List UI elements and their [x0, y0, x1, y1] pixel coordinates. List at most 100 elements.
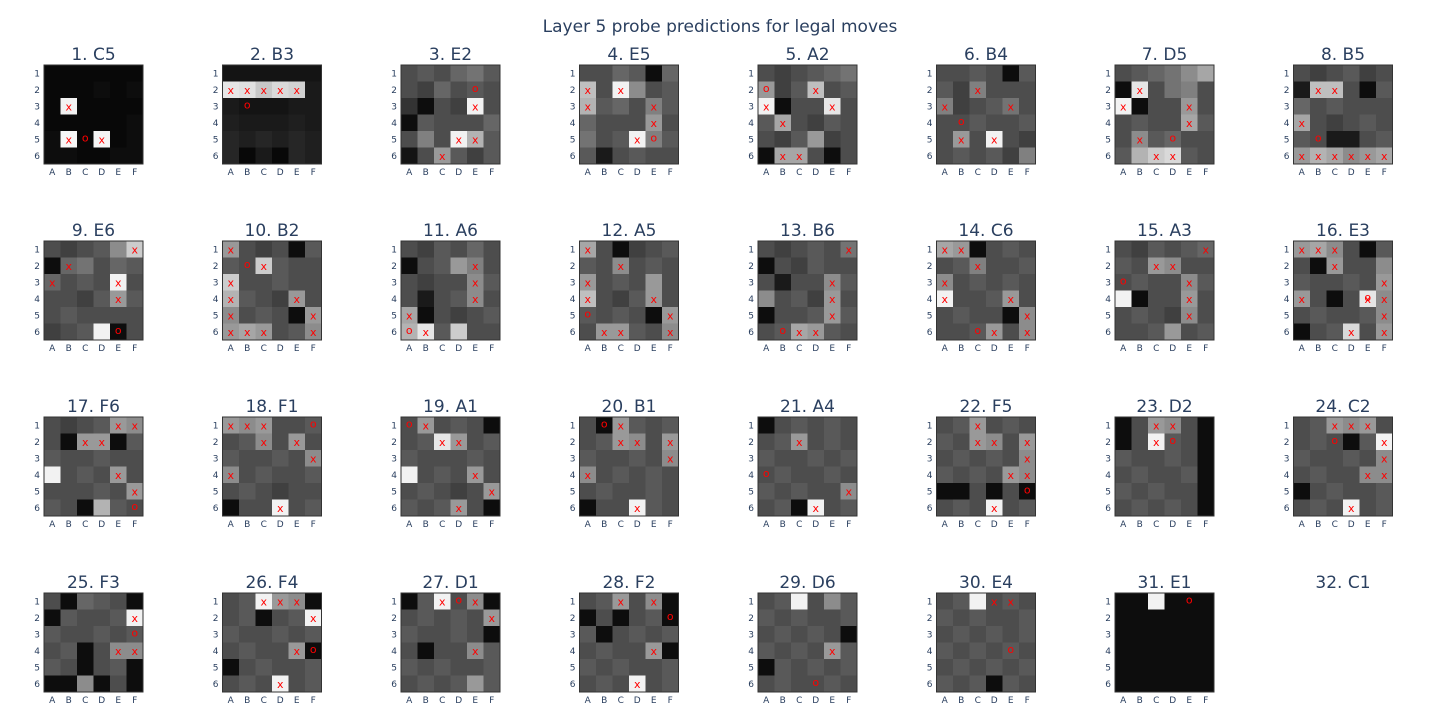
heatmap-cell — [969, 114, 986, 131]
heatmap-cell — [936, 417, 953, 434]
row-tick-label: 2 — [213, 86, 219, 96]
heatmap-cell — [1376, 483, 1393, 500]
heatmap-cell — [840, 131, 857, 148]
heatmap-cell — [272, 626, 289, 643]
col-tick-label: E — [829, 520, 835, 530]
row-tick-label: 5 — [1105, 663, 1111, 673]
heatmap-cell — [1310, 65, 1327, 82]
heatmap-cell — [807, 499, 824, 516]
legal-move-marker: x — [310, 612, 317, 625]
heatmap-cell — [807, 65, 824, 82]
heatmap-cell — [791, 466, 808, 483]
legal-move-marker: x — [1186, 276, 1193, 289]
heatmap-cell — [969, 659, 986, 676]
heatmap-cell — [60, 466, 77, 483]
row-tick-label: 1 — [570, 597, 576, 607]
heatmap-cell — [1002, 274, 1019, 291]
heatmap-cell — [1148, 609, 1165, 626]
heatmap-cell — [1197, 433, 1214, 450]
col-tick-label: B — [66, 344, 72, 354]
heatmap-cell — [1181, 593, 1198, 610]
heatmap-cell — [93, 241, 110, 258]
heatmap-cell — [936, 483, 953, 500]
legal-move-marker: x — [277, 84, 284, 97]
heatmap-cell — [255, 642, 272, 659]
heatmap-cell — [840, 81, 857, 98]
heatmap-cell — [1131, 257, 1148, 274]
heatmap-cell — [936, 323, 953, 340]
col-tick-label: B — [601, 168, 607, 178]
col-tick-label: C — [796, 696, 802, 706]
heatmap-cell — [1164, 114, 1181, 131]
heatmap-cell — [1131, 290, 1148, 307]
heatmap-cell — [1148, 593, 1165, 610]
heatmap-cell — [417, 433, 434, 450]
heatmap-cell — [483, 274, 500, 291]
legal-move-marker: x — [1153, 419, 1160, 432]
heatmap-cell — [288, 593, 305, 610]
legal-move-marker: x — [65, 260, 72, 273]
heatmap-cell — [93, 98, 110, 115]
row-tick-label: 2 — [1105, 438, 1111, 448]
heatmap-cell — [305, 114, 322, 131]
heatmap-cell — [467, 131, 484, 148]
heatmap-cell — [1181, 450, 1198, 467]
legal-move-marker: x — [779, 150, 786, 163]
heatmap-cell — [483, 290, 500, 307]
heatmap-cell — [1131, 659, 1148, 676]
row-tick-label: 5 — [1105, 135, 1111, 145]
row-tick-label: 1 — [391, 421, 397, 431]
heatmap-cell — [645, 499, 662, 516]
heatmap-cell — [1376, 450, 1393, 467]
col-tick-label: D — [1169, 344, 1176, 354]
heatmap-cell — [272, 147, 289, 164]
heatmap-cell — [417, 114, 434, 131]
heatmap-cell — [1326, 323, 1343, 340]
heatmap-cell — [239, 257, 256, 274]
heatmap-cell — [1326, 307, 1343, 324]
heatmap-cell — [1002, 307, 1019, 324]
legal-move-marker: x — [293, 645, 300, 658]
row-tick-label: 4 — [927, 471, 933, 481]
row-tick-label: 4 — [391, 119, 397, 129]
heatmap-cell — [305, 593, 322, 610]
heatmap-cell — [450, 307, 467, 324]
heatmap-cell — [612, 675, 629, 692]
played-move-marker: o — [1364, 291, 1371, 304]
legal-move-marker: x — [650, 117, 657, 130]
heatmap-cell — [774, 433, 791, 450]
heatmap-cell — [1019, 483, 1036, 500]
col-tick-label: C — [618, 168, 624, 178]
heatmap-cell — [1164, 65, 1181, 82]
heatmap-cell — [222, 114, 239, 131]
heatmap-cell — [1148, 659, 1165, 676]
heatmap-cell — [93, 593, 110, 610]
heatmap-cell — [483, 147, 500, 164]
heatmap-cell — [1293, 499, 1310, 516]
played-move-marker: o — [667, 610, 674, 623]
row-tick-label: 3 — [34, 454, 40, 464]
heatmap-cell — [272, 290, 289, 307]
legal-move-marker: x — [277, 502, 284, 515]
col-tick-label: A — [406, 520, 413, 530]
row-tick-label: 1 — [1284, 245, 1290, 255]
heatmap-cell — [255, 675, 272, 692]
figure-title: Layer 5 probe predictions for legal move… — [543, 17, 898, 37]
heatmap-cell — [1376, 131, 1393, 148]
legal-move-marker: x — [1169, 150, 1176, 163]
panel-title: 10. B2 — [245, 221, 300, 241]
heatmap-cell — [758, 626, 775, 643]
heatmap-cell — [239, 65, 256, 82]
heatmap-cell — [579, 241, 596, 258]
col-tick-label: F — [1382, 168, 1387, 178]
row-tick-label: 4 — [570, 119, 576, 129]
legal-move-marker: x — [98, 133, 105, 146]
board-frame — [43, 592, 144, 693]
legal-move-marker: x — [1120, 100, 1127, 113]
row-tick-label: 1 — [570, 69, 576, 79]
heatmap-cell — [758, 257, 775, 274]
heatmap-cell — [1293, 483, 1310, 500]
heatmap-cell — [288, 433, 305, 450]
